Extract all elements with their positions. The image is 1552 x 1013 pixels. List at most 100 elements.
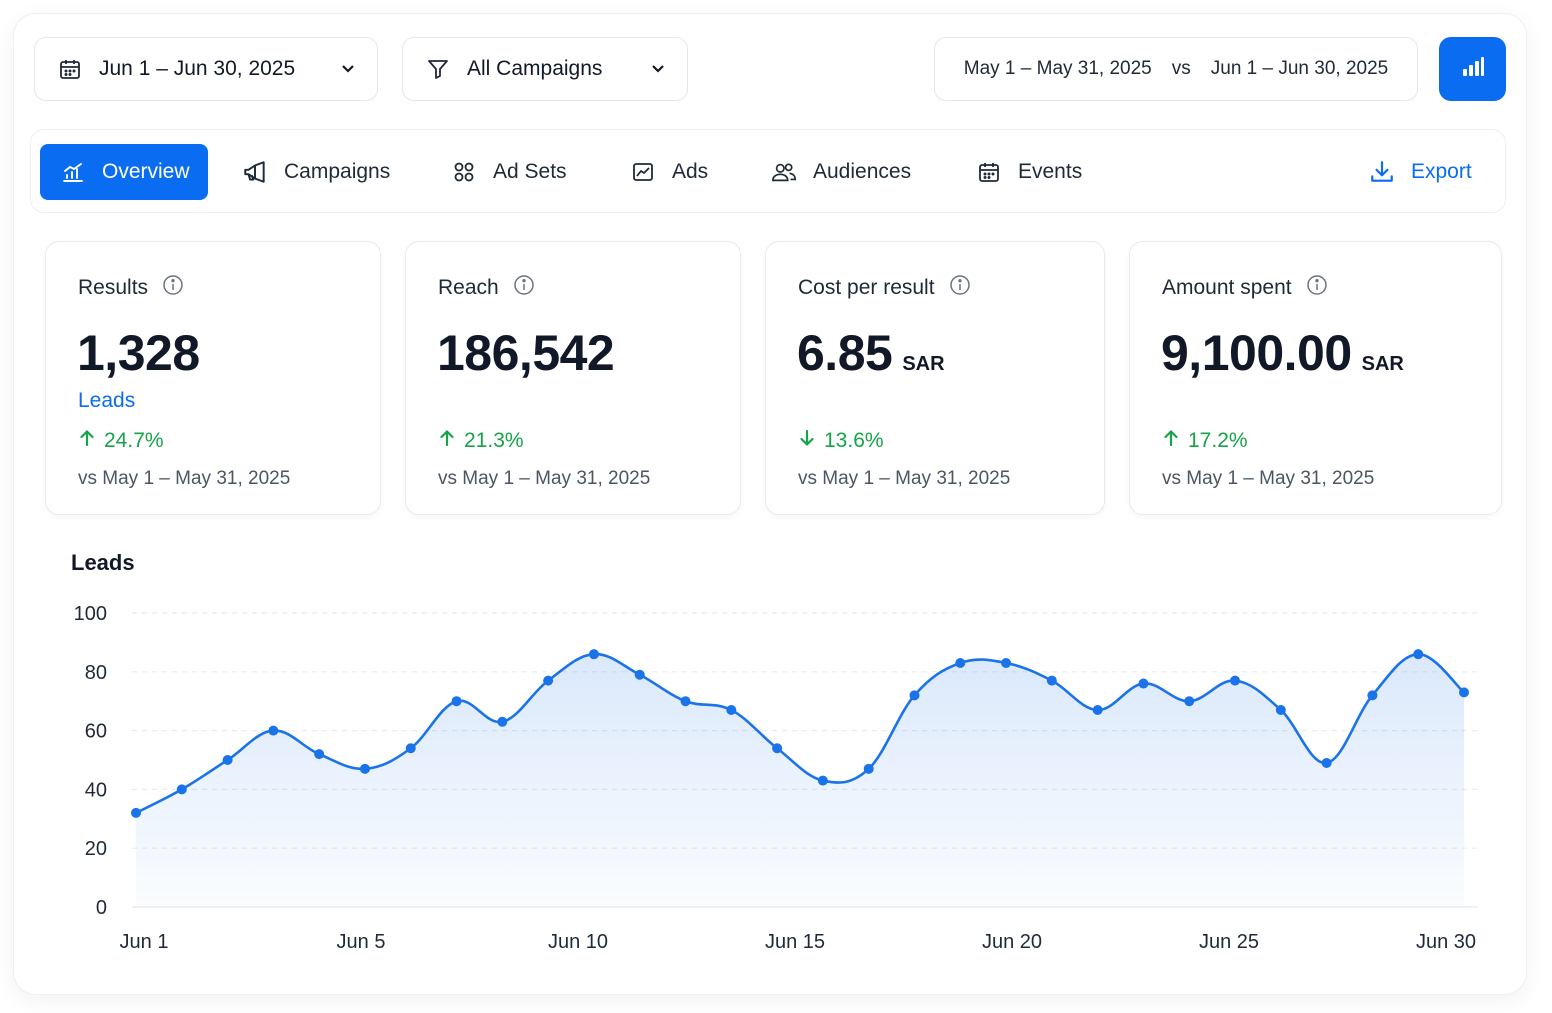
y-tick-label: 0 (96, 897, 107, 919)
campaign-filter-dropdown[interactable]: All Campaigns (402, 37, 688, 101)
export-label: Export (1411, 160, 1472, 183)
data-point[interactable] (176, 784, 187, 795)
chevron-down-icon (339, 60, 357, 84)
kpi-delta: 24.7% (78, 429, 164, 453)
kpi-delta: 21.3% (438, 429, 524, 453)
data-point[interactable] (634, 669, 645, 680)
chart-view-button[interactable] (1439, 37, 1506, 101)
kpi-value: 6.85 SAR (797, 324, 945, 382)
area-fill (136, 654, 1464, 907)
data-point[interactable] (1046, 675, 1057, 686)
data-point[interactable] (131, 807, 141, 818)
kpi-compare-text: vs May 1 – May 31, 2025 (1162, 468, 1375, 489)
kpi-compare-text: vs May 1 – May 31, 2025 (798, 468, 1011, 489)
y-tick-label: 40 (85, 779, 107, 801)
tab-ad-sets[interactable]: Ad Sets (451, 144, 567, 200)
tab-events[interactable]: Events (976, 144, 1082, 200)
kpi-unit: SAR (902, 353, 945, 375)
filter-icon (425, 56, 451, 82)
data-point[interactable] (680, 696, 691, 707)
kpi-title: Reach (438, 274, 535, 302)
data-point[interactable] (1459, 687, 1469, 698)
kpi-card-cost-per-result: Cost per result 6.85 SAR 13.6% vs May 1 –… (765, 241, 1105, 515)
data-point[interactable] (909, 690, 920, 701)
kpi-title-text: Amount spent (1162, 276, 1292, 299)
users-icon (771, 159, 797, 185)
x-tick-label: Jun 20 (982, 931, 1042, 953)
compare-range-selector[interactable]: May 1 – May 31, 2025 vs Jun 1 – Jun 30, … (934, 37, 1418, 101)
x-tick-label: Jun 15 (765, 931, 825, 953)
kpi-card-amount-spent: Amount spent 9,100.00 SAR 17.2% vs May 1 … (1129, 241, 1502, 515)
data-point[interactable] (405, 743, 416, 754)
data-point[interactable] (1321, 757, 1332, 768)
compare-from-range: May 1 – May 31, 2025 (963, 58, 1152, 79)
calendar-icon (57, 56, 83, 82)
line-chart-icon (630, 159, 656, 185)
data-point[interactable] (1184, 696, 1195, 707)
data-point[interactable] (497, 716, 508, 727)
date-range-picker[interactable]: Jun 1 – Jun 30, 2025 (34, 37, 378, 101)
data-point[interactable] (1367, 690, 1378, 701)
compare-to-range: Jun 1 – Jun 30, 2025 (1210, 58, 1389, 79)
tab-campaigns[interactable]: Campaigns (242, 144, 390, 200)
data-point[interactable] (222, 755, 233, 765)
kpi-title: Results (78, 274, 184, 302)
kpi-compare-text: vs May 1 – May 31, 2025 (78, 468, 291, 489)
data-point[interactable] (359, 763, 370, 774)
kpi-delta-value: 24.7% (104, 429, 164, 452)
kpi-title-text: Cost per result (798, 276, 935, 299)
y-tick-label: 80 (85, 662, 107, 684)
data-point[interactable] (863, 763, 874, 774)
data-point[interactable] (1413, 649, 1424, 660)
grid-icon (451, 159, 477, 185)
kpi-compare-text: vs May 1 – May 31, 2025 (438, 468, 651, 489)
info-icon[interactable] (513, 274, 535, 302)
export-button[interactable]: Export (1369, 144, 1472, 200)
data-point[interactable] (588, 649, 599, 660)
kpi-delta-value: 17.2% (1188, 429, 1248, 452)
kpi-card-results: Results 1,328 Leads 24.7% vs May 1 – May… (45, 241, 381, 515)
tab-audiences[interactable]: Audiences (771, 144, 911, 200)
data-point[interactable] (772, 743, 783, 754)
x-tick-label: Jun 30 (1416, 931, 1476, 953)
tab-label: Ads (672, 160, 709, 183)
info-icon[interactable] (949, 274, 971, 302)
data-point[interactable] (955, 657, 966, 668)
leads-line-chart: 0 20 40 60 80 100 Jun 1 Jun 5 Jun 10 Jun 15 Jun 20… (74, 603, 1478, 953)
data-point[interactable] (1230, 675, 1241, 686)
data-point[interactable] (1092, 705, 1103, 716)
x-tick-label: Jun 5 (337, 931, 386, 953)
tab-ads[interactable]: Ads (630, 144, 708, 200)
tab-label: Overview (102, 160, 190, 183)
data-point[interactable] (1001, 657, 1012, 668)
x-tick-label: Jun 25 (1199, 931, 1259, 953)
kpi-unit: SAR (1361, 353, 1404, 375)
data-point[interactable] (314, 749, 325, 760)
tab-label: Ad Sets (493, 160, 567, 183)
tab-label: Events (1018, 160, 1083, 183)
kpi-title: Cost per result (798, 274, 971, 302)
kpi-value-number: 9,100.00 (1161, 325, 1352, 381)
info-icon[interactable] (162, 274, 184, 302)
compare-vs-label: vs (1171, 58, 1191, 79)
y-tick-label: 60 (85, 721, 107, 743)
data-point[interactable] (1275, 705, 1286, 716)
kpi-title-text: Reach (438, 276, 499, 299)
data-point[interactable] (817, 775, 828, 786)
chevron-down-icon (649, 60, 667, 84)
data-point[interactable] (451, 696, 462, 707)
data-point[interactable] (268, 725, 279, 736)
download-icon (1369, 159, 1395, 185)
info-icon[interactable] (1306, 274, 1328, 302)
kpi-delta: 13.6% (798, 429, 884, 453)
kpi-delta: 17.2% (1162, 429, 1248, 453)
x-tick-label: Jun 10 (548, 931, 608, 953)
y-tick-label: 20 (85, 838, 107, 860)
arrow-up-icon (438, 429, 456, 453)
data-point[interactable] (726, 705, 737, 716)
data-point[interactable] (543, 675, 554, 686)
arrow-down-icon (798, 429, 816, 453)
kpi-result-type-link[interactable]: Leads (78, 389, 136, 412)
tab-overview[interactable]: Overview (40, 144, 208, 200)
data-point[interactable] (1138, 678, 1149, 689)
